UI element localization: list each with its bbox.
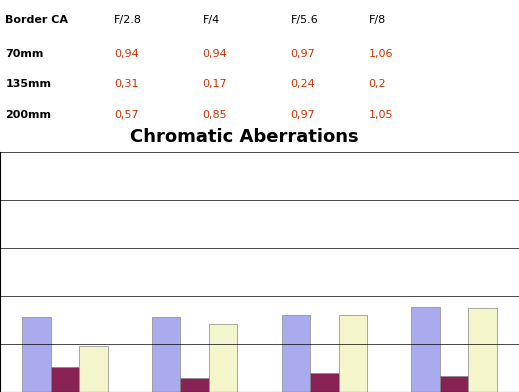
Bar (310, 373, 338, 392)
Bar (411, 307, 440, 392)
Text: 200mm: 200mm (5, 110, 51, 120)
Text: 0,17: 0,17 (202, 79, 227, 89)
Text: 0,2: 0,2 (368, 79, 386, 89)
Text: Chromatic Aberrations: Chromatic Aberrations (130, 128, 358, 146)
Bar (152, 317, 181, 392)
Bar (440, 376, 469, 392)
Bar (79, 347, 108, 392)
Text: 70mm: 70mm (5, 49, 44, 59)
Bar (469, 308, 497, 392)
Text: Border CA: Border CA (5, 15, 68, 25)
Bar (339, 314, 367, 392)
Text: 0,57: 0,57 (114, 110, 139, 120)
Text: 0,94: 0,94 (114, 49, 139, 59)
Bar (22, 317, 51, 392)
Bar (281, 314, 310, 392)
Bar (181, 378, 209, 392)
Text: 0,24: 0,24 (291, 79, 316, 89)
Text: F/5.6: F/5.6 (291, 15, 318, 25)
Text: F/4: F/4 (202, 15, 220, 25)
Text: 0,31: 0,31 (114, 79, 139, 89)
Text: 135mm: 135mm (5, 79, 51, 89)
Text: 0,97: 0,97 (291, 49, 316, 59)
Text: 1,05: 1,05 (368, 110, 393, 120)
Text: F/8: F/8 (368, 15, 386, 25)
Bar (209, 324, 237, 392)
Text: 0,94: 0,94 (202, 49, 227, 59)
Text: 1,06: 1,06 (368, 49, 393, 59)
Text: 0,97: 0,97 (291, 110, 316, 120)
Bar (51, 367, 79, 392)
Text: F/2.8: F/2.8 (114, 15, 142, 25)
Text: 0,85: 0,85 (202, 110, 227, 120)
